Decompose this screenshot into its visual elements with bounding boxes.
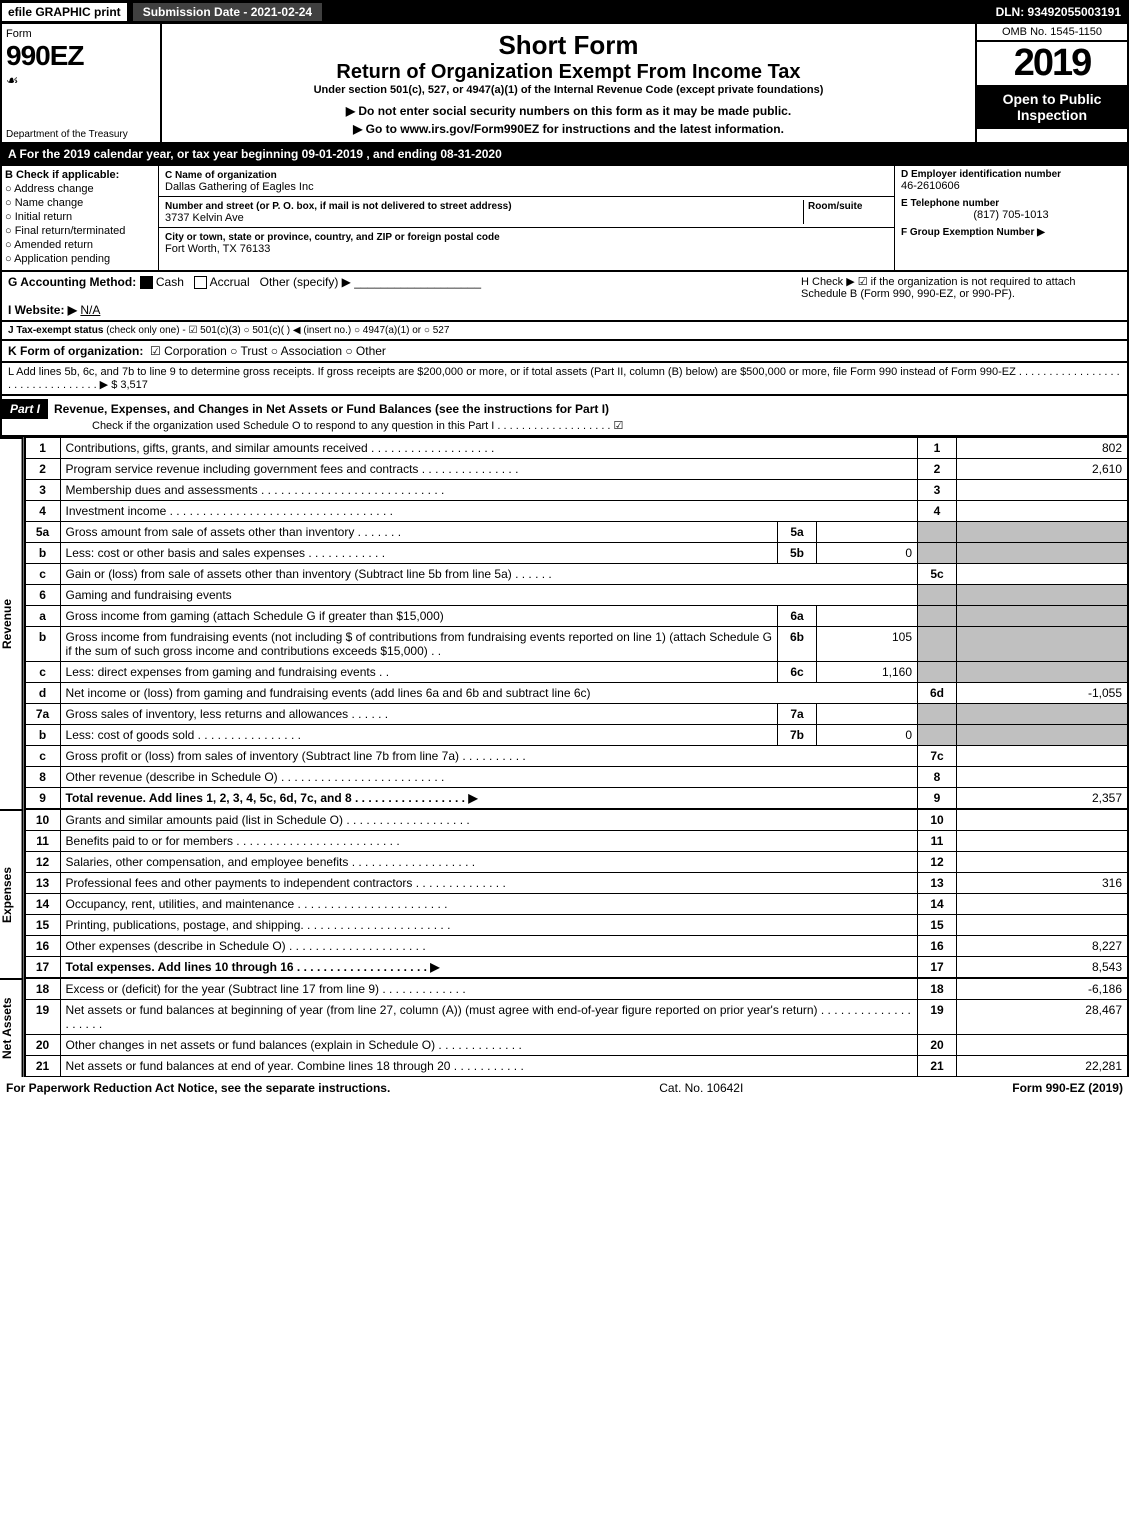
efile-label: efile GRAPHIC print (0, 1, 129, 23)
chk-address[interactable]: Address change (5, 183, 155, 195)
goto-link: ▶ Go to www.irs.gov/Form990EZ for instru… (168, 122, 969, 136)
netassets-side: Net Assets (0, 978, 24, 1077)
form-header: Form 990EZ ☙ Department of the Treasury … (0, 24, 1129, 144)
under-section: Under section 501(c), 527, or 4947(a)(1)… (168, 84, 969, 96)
c-name-label: C Name of organization (165, 170, 277, 181)
chk-final[interactable]: Final return/terminated (5, 225, 155, 237)
j-text: (check only one) - ☑ 501(c)(3) ○ 501(c)(… (106, 325, 449, 336)
f-group-label: F Group Exemption Number ▶ (901, 227, 1121, 238)
chk-name[interactable]: Name change (5, 197, 155, 209)
open-to-public: Open to Public Inspection (977, 85, 1127, 129)
title-short-form: Short Form (168, 30, 969, 61)
footer-left: For Paperwork Reduction Act Notice, see … (6, 1081, 390, 1095)
tax-year-row: A For the 2019 calendar year, or tax yea… (0, 144, 1129, 166)
part1-title: Revenue, Expenses, and Changes in Net As… (48, 402, 609, 416)
e-tel-label: E Telephone number (901, 198, 1121, 209)
c-addr-label: Number and street (or P. O. box, if mail… (165, 201, 512, 212)
part1-header: Part I Revenue, Expenses, and Changes in… (0, 396, 1129, 437)
d-ein-label: D Employer identification number (901, 169, 1121, 180)
row-k: K Form of organization: ☑ Corporation ○ … (0, 341, 1129, 363)
row-l: L Add lines 5b, 6c, and 7b to line 9 to … (0, 363, 1129, 396)
j-label: J Tax-exempt status (8, 325, 103, 336)
room-label: Room/suite (808, 201, 862, 212)
dept-treasury: Department of the Treasury (6, 129, 128, 140)
org-name: Dallas Gathering of Eagles Inc (165, 181, 314, 193)
footer-cat: Cat. No. 10642I (659, 1081, 743, 1095)
netassets-table: 18Excess or (deficit) for the year (Subt… (24, 978, 1129, 1077)
page-footer: For Paperwork Reduction Act Notice, see … (0, 1077, 1129, 1099)
i-label: I Website: ▶ (8, 303, 77, 317)
row-j: J Tax-exempt status (check only one) - ☑… (0, 322, 1129, 341)
org-city: Fort Worth, TX 76133 (165, 243, 270, 255)
section-b-c-d: B Check if applicable: Address change Na… (0, 166, 1129, 272)
chk-amended[interactable]: Amended return (5, 239, 155, 251)
g-label: G Accounting Method: (8, 275, 136, 289)
ein: 46-2610606 (901, 180, 1121, 192)
title-return: Return of Organization Exempt From Incom… (168, 61, 969, 84)
part1-check: Check if the organization used Schedule … (2, 419, 1127, 432)
chk-pending[interactable]: Application pending (5, 253, 155, 265)
top-bar: efile GRAPHIC print Submission Date - 20… (0, 0, 1129, 24)
b-label: B Check if applicable: (5, 169, 155, 181)
cash-checkbox[interactable] (140, 276, 153, 289)
revenue-table: 1Contributions, gifts, grants, and simil… (24, 437, 1129, 809)
chk-initial[interactable]: Initial return (5, 211, 155, 223)
h-text: H Check ▶ ☑ if the organization is not r… (801, 275, 1121, 317)
k-text: ☑ Corporation ○ Trust ○ Association ○ Ot… (150, 344, 386, 358)
row-g-h: G Accounting Method: Cash Accrual Other … (0, 272, 1129, 322)
tax-year: 2019 (977, 42, 1127, 85)
accrual-checkbox[interactable] (194, 276, 207, 289)
k-label: K Form of organization: (8, 344, 143, 358)
submission-date: Submission Date - 2021-02-24 (133, 3, 322, 21)
expenses-side: Expenses (0, 809, 24, 978)
expenses-table: 10Grants and similar amounts paid (list … (24, 809, 1129, 978)
part1-bar: Part I (2, 399, 48, 419)
ssn-warning: ▶ Do not enter social security numbers o… (168, 104, 969, 118)
c-city-label: City or town, state or province, country… (165, 232, 500, 243)
footer-right: Form 990-EZ (2019) (1012, 1081, 1123, 1095)
revenue-side: Revenue (0, 437, 24, 809)
form-number: 990EZ (6, 40, 156, 72)
dln: DLN: 93492055003191 (996, 5, 1129, 19)
website: N/A (80, 303, 100, 317)
form-word: Form (6, 28, 156, 40)
telephone: (817) 705-1013 (901, 209, 1121, 221)
omb-number: OMB No. 1545-1150 (977, 24, 1127, 42)
org-address: 3737 Kelvin Ave (165, 212, 244, 224)
